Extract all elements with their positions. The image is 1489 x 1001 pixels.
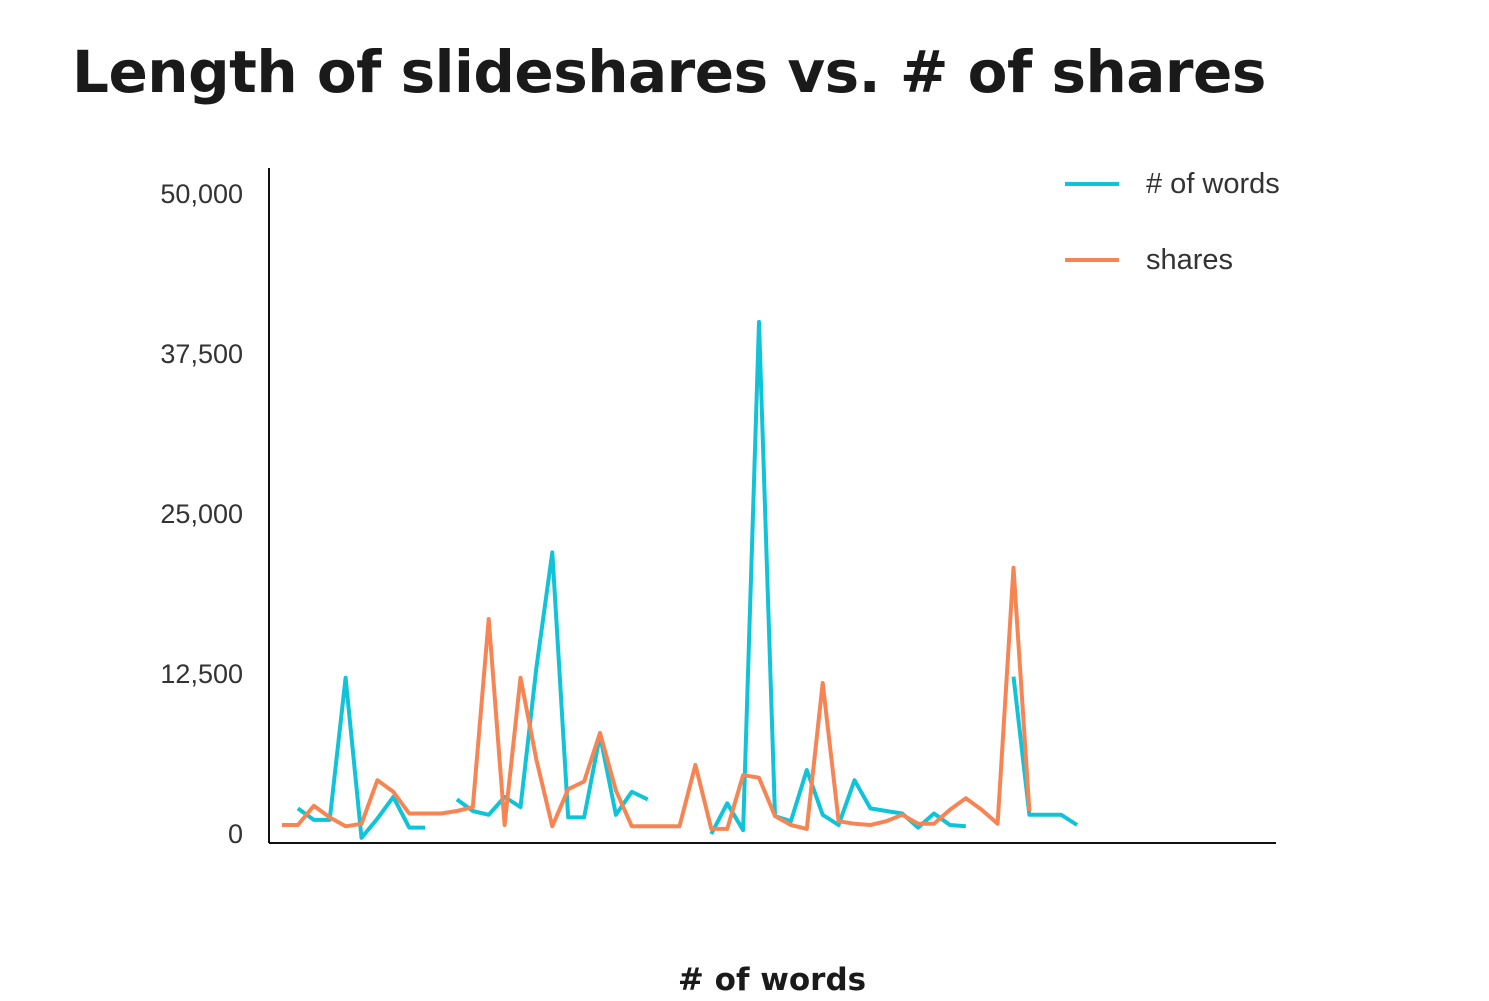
y-tick-labels: 0 12,500 25,000 37,500 50,000 [160,179,243,849]
page-title: Length of slideshares vs. # of shares [72,38,1266,106]
legend: # of words shares [1065,168,1280,276]
y-tick-label: 50,000 [160,179,243,209]
series-line-words [296,320,1079,840]
y-tick-label: 0 [228,819,243,849]
series-line-shares [282,565,1032,831]
series-lines [282,320,1079,840]
legend-label: shares [1146,244,1233,276]
x-axis-label: # of words [678,962,866,998]
y-tick-label: 25,000 [160,499,243,529]
y-tick-label: 37,500 [160,339,243,369]
y-tick-label: 12,500 [160,659,243,689]
legend-label: # of words [1146,168,1280,200]
